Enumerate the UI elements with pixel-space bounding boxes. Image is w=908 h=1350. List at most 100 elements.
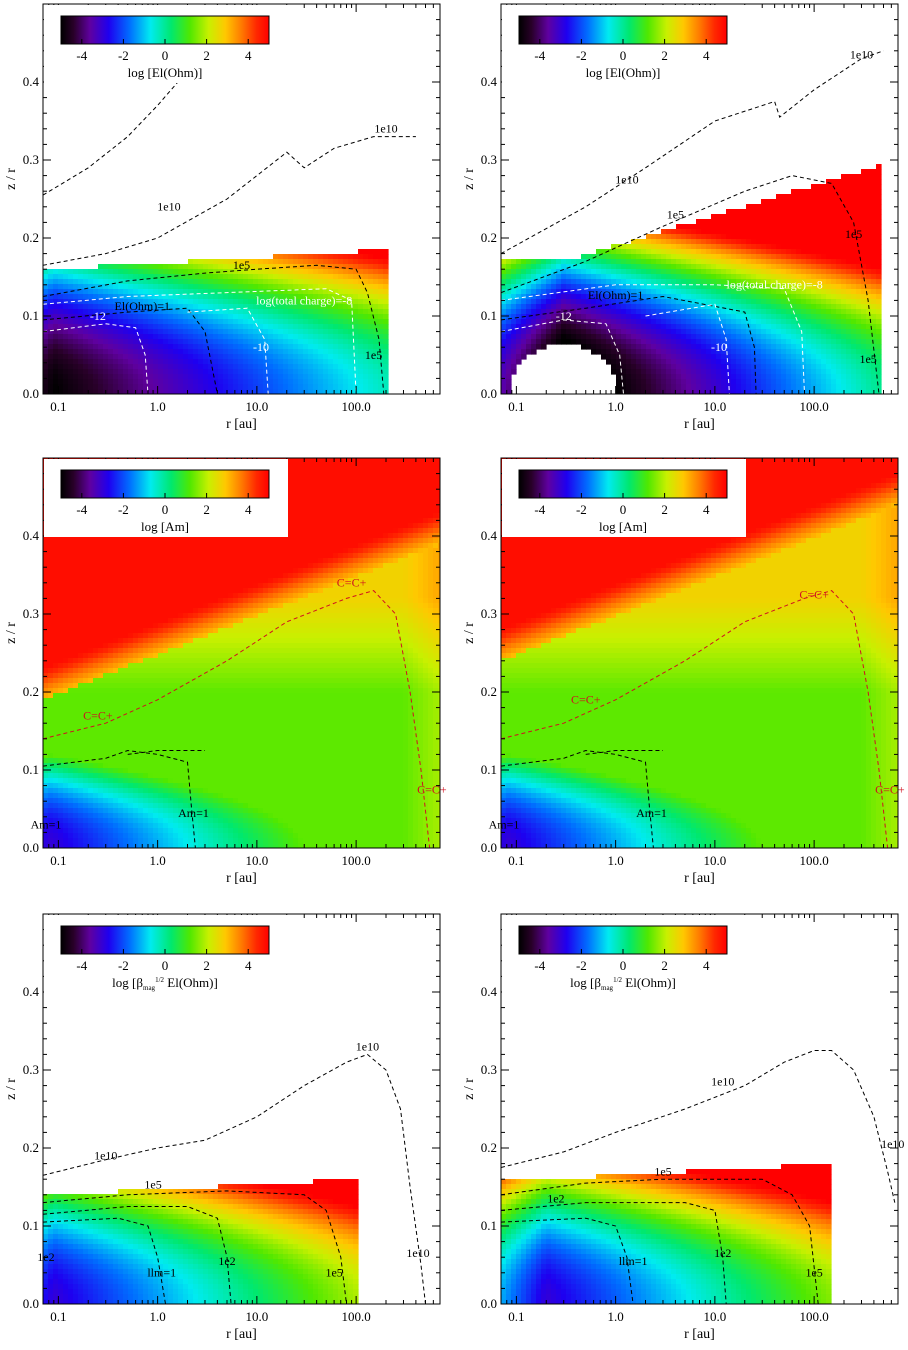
heatmap-cell <box>871 249 877 255</box>
heatmap-cell <box>398 458 404 464</box>
heatmap-cell <box>48 294 54 300</box>
heatmap-cell <box>118 364 124 370</box>
heatmap-cell <box>263 334 269 340</box>
heatmap-cell <box>716 279 722 285</box>
heatmap-cell <box>571 334 577 340</box>
heatmap-cell <box>711 239 717 245</box>
heatmap-cell <box>48 344 54 350</box>
heatmap-cell <box>621 374 627 380</box>
heatmap-cell <box>338 364 344 370</box>
heatmap-cell <box>313 284 319 290</box>
heatmap-cell <box>691 324 697 330</box>
heatmap-cell <box>751 209 757 215</box>
heatmap-cell <box>93 294 99 300</box>
heatmap-cell <box>63 269 69 275</box>
heatmap-cell <box>283 254 289 260</box>
heatmap-cell <box>263 324 269 330</box>
heatmap-cell <box>861 324 867 330</box>
heatmap-cell <box>711 349 717 355</box>
heatmap-cell <box>626 354 632 360</box>
heatmap-cell <box>686 289 692 295</box>
heatmap-cell <box>821 329 827 335</box>
heatmap-cell <box>811 309 817 315</box>
heatmap-cell <box>343 468 349 474</box>
heatmap-cell <box>696 249 702 255</box>
heatmap-cell <box>113 379 119 385</box>
heatmap-cell <box>741 304 747 310</box>
heatmap-cell <box>631 254 637 260</box>
heatmap-cell <box>601 324 607 330</box>
heatmap-cell <box>751 369 757 375</box>
heatmap-cell <box>591 319 597 325</box>
heatmap-cell <box>846 349 852 355</box>
heatmap-cell <box>183 319 189 325</box>
heatmap-cell <box>631 279 637 285</box>
heatmap-cell <box>731 344 737 350</box>
heatmap-cell <box>58 289 64 295</box>
heatmap-cell <box>551 314 557 320</box>
heatmap-cell <box>163 379 169 385</box>
heatmap-cell <box>766 244 772 250</box>
heatmap-cell <box>621 249 627 255</box>
heatmap-cell <box>781 224 787 230</box>
heatmap-cell <box>631 249 637 255</box>
heatmap-cell <box>821 209 827 215</box>
heatmap-cell <box>178 274 184 280</box>
heatmap-cell <box>796 329 802 335</box>
heatmap-cell <box>751 389 757 394</box>
heatmap-cell <box>368 309 374 315</box>
heatmap-cell <box>816 189 822 195</box>
heatmap-cell <box>821 314 827 320</box>
heatmap-cell <box>128 324 134 330</box>
heatmap-cell <box>816 259 822 265</box>
heatmap-cell <box>811 184 817 190</box>
heatmap-cell <box>706 359 712 365</box>
heatmap-cell <box>108 314 114 320</box>
heatmap-cell <box>811 289 817 295</box>
heatmap-cell <box>816 324 822 330</box>
heatmap-cell <box>876 244 882 250</box>
heatmap-cell <box>846 269 852 275</box>
heatmap-cell <box>736 349 742 355</box>
heatmap-cell <box>78 354 84 360</box>
heatmap-cell <box>731 244 737 250</box>
heatmap-cell <box>358 389 364 394</box>
heatmap-cell <box>288 304 294 310</box>
heatmap-cell <box>313 359 319 365</box>
heatmap-cell <box>58 334 64 340</box>
heatmap-cell <box>821 364 827 370</box>
heatmap-cell <box>631 264 637 270</box>
heatmap-cell <box>736 369 742 375</box>
heatmap-cell <box>811 349 817 355</box>
heatmap-cell <box>183 334 189 340</box>
heatmap-cell <box>826 219 832 225</box>
heatmap-cell <box>731 259 737 265</box>
heatmap-cell <box>721 344 727 350</box>
heatmap-cell <box>856 309 862 315</box>
heatmap-cell <box>223 309 229 315</box>
heatmap-cell <box>681 274 687 280</box>
heatmap-cell <box>378 473 384 479</box>
heatmap-cell <box>413 468 419 474</box>
heatmap-cell <box>751 294 757 300</box>
heatmap-cell <box>826 314 832 320</box>
heatmap-cell <box>338 379 344 385</box>
heatmap-cell <box>621 359 627 365</box>
heatmap-cell <box>93 379 99 385</box>
heatmap-cell <box>203 264 209 270</box>
heatmap-cell <box>811 214 817 220</box>
heatmap-cell <box>373 384 379 390</box>
heatmap-cell <box>238 364 244 370</box>
heatmap-cell <box>338 354 344 360</box>
heatmap-cell <box>193 304 199 310</box>
heatmap-cell <box>293 334 299 340</box>
heatmap-cell <box>866 364 872 370</box>
heatmap-cell <box>806 304 812 310</box>
heatmap-cell <box>851 369 857 375</box>
heatmap-cell <box>601 259 607 265</box>
heatmap-cell <box>801 344 807 350</box>
heatmap-cell <box>681 234 687 240</box>
heatmap-cell <box>213 379 219 385</box>
heatmap-cell <box>786 344 792 350</box>
heatmap-cell <box>851 194 857 200</box>
